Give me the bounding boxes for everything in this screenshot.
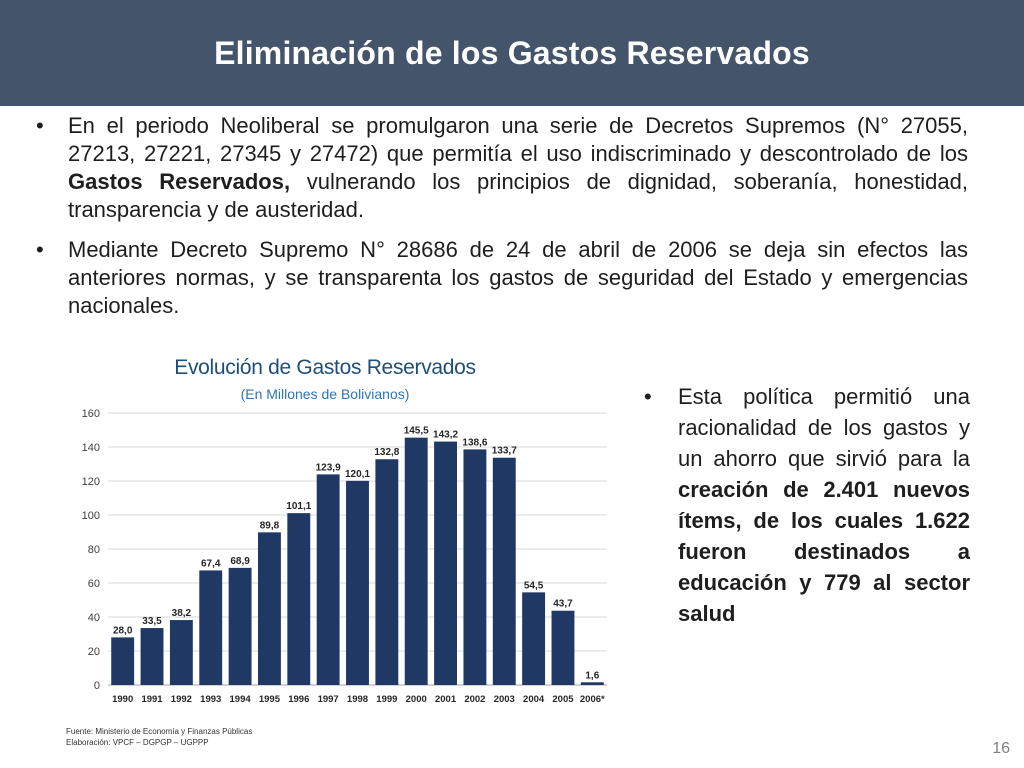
x-tick-label: 2004 [523, 694, 545, 705]
data-label: 54,5 [524, 580, 544, 591]
bar [228, 567, 252, 685]
y-tick-label: 40 [88, 612, 100, 624]
bar [111, 637, 135, 685]
data-label: 145,5 [404, 426, 429, 437]
y-tick-label: 120 [82, 476, 100, 488]
bold-text: creación de 2.401 nuevos ítems, de los c… [678, 477, 970, 626]
x-tick-label: 2001 [435, 694, 457, 705]
bullet-dot-icon: • [36, 113, 44, 138]
bullet-item: • En el periodo Neoliberal se promulgaro… [32, 112, 968, 224]
data-label: 132,8 [374, 447, 399, 458]
x-tick-label: 1997 [318, 694, 339, 705]
page-number: 16 [992, 740, 1010, 757]
bar [140, 628, 164, 685]
bar [346, 480, 369, 685]
data-label: 123,9 [316, 462, 341, 473]
data-label: 133,7 [492, 446, 517, 457]
bar [375, 459, 399, 685]
bar-chart: 0 20 40 60 80 100 120 140 160 28,0 1990 33,5 1991 38,… [82, 408, 607, 705]
text-run: En el periodo Neoliberal se promulgaron … [68, 113, 968, 166]
data-label: 33,5 [142, 616, 162, 627]
title-bar: Eliminación de los Gastos Reservados [0, 0, 1024, 106]
bar [169, 620, 193, 685]
bar [404, 437, 428, 685]
data-label: 101,1 [286, 501, 311, 512]
bullet-dot-icon: • [644, 384, 652, 409]
x-tick-label: 2003 [494, 694, 515, 705]
slide-title: Eliminación de los Gastos Reservados [214, 34, 810, 71]
bullet-item: • Mediante Decreto Supremo N° 28686 de 2… [32, 236, 968, 320]
bar [522, 592, 546, 685]
data-label: 138,6 [462, 437, 487, 448]
x-tick-label: 1999 [376, 694, 397, 705]
x-tick-label: 2005 [552, 694, 574, 705]
x-tick-label: 1990 [112, 694, 133, 705]
x-tick-label: 2000 [406, 694, 427, 705]
bold-text: Gastos Reservados, [68, 169, 291, 194]
data-label: 68,9 [230, 556, 250, 567]
bar [257, 532, 281, 685]
x-tick-label: 2002 [464, 694, 485, 705]
elaboration-line: Elaboración: VPCF – DGPGP – UGPPP [66, 738, 209, 747]
y-tick-label: 100 [82, 510, 100, 522]
y-tick-label: 80 [88, 544, 100, 556]
source-note: Fuente: Ministerio de Economía y Finanza… [66, 726, 252, 748]
y-tick-label: 140 [82, 442, 100, 454]
y-tick-label: 160 [82, 408, 100, 420]
y-tick-label: 60 [88, 578, 100, 590]
side-note-text: Esta política permitió una racionalidad … [678, 381, 970, 629]
data-label: 28,0 [113, 625, 133, 636]
bar [580, 682, 604, 685]
data-label: 67,4 [201, 558, 221, 569]
data-label: 89,8 [260, 520, 280, 531]
x-tick-label: 1998 [347, 694, 368, 705]
data-label: 143,2 [433, 430, 458, 441]
bullet-text: Mediante Decreto Supremo N° 28686 de 24 … [68, 236, 968, 320]
x-tick-label: 1991 [141, 694, 163, 705]
x-tick-label: 1994 [230, 694, 252, 705]
bar [492, 457, 516, 685]
text-run: Mediante Decreto Supremo N° 28686 de 24 … [68, 237, 968, 318]
x-tick-label: 1995 [259, 694, 281, 705]
chart-title: Evolución de Gastos Reservados [174, 356, 476, 379]
bullet-dot-icon: • [36, 237, 44, 262]
bar [551, 610, 575, 685]
y-tick-label: 0 [94, 680, 100, 692]
bar [463, 449, 487, 685]
bar [316, 474, 340, 685]
x-tick-label: 1993 [200, 694, 221, 705]
x-tick-label: 1996 [288, 694, 309, 705]
data-label: 43,7 [553, 599, 573, 610]
text-run: vulnerando los principios de dignidad, s… [68, 169, 968, 222]
source-line: Fuente: Ministerio de Economía y Finanza… [66, 727, 253, 736]
side-note: • Esta política permitió una racionalida… [640, 381, 970, 629]
x-tick-label: 1992 [171, 694, 192, 705]
chart-subtitle: (En Millones de Bolivianos) [240, 386, 410, 402]
bullet-text: En el periodo Neoliberal se promulgaron … [68, 112, 968, 224]
text-run: Esta política permitió una racionalidad … [678, 384, 970, 471]
bar [287, 513, 311, 685]
bar [199, 570, 223, 685]
y-tick-label: 20 [88, 646, 100, 658]
data-label: 120,1 [345, 469, 370, 480]
x-tick-label: 2006* [580, 694, 605, 705]
bar [434, 441, 458, 685]
data-label: 1,6 [585, 670, 599, 681]
bullet-list: • En el periodo Neoliberal se promulgaro… [32, 112, 968, 332]
data-label: 38,2 [172, 608, 192, 619]
